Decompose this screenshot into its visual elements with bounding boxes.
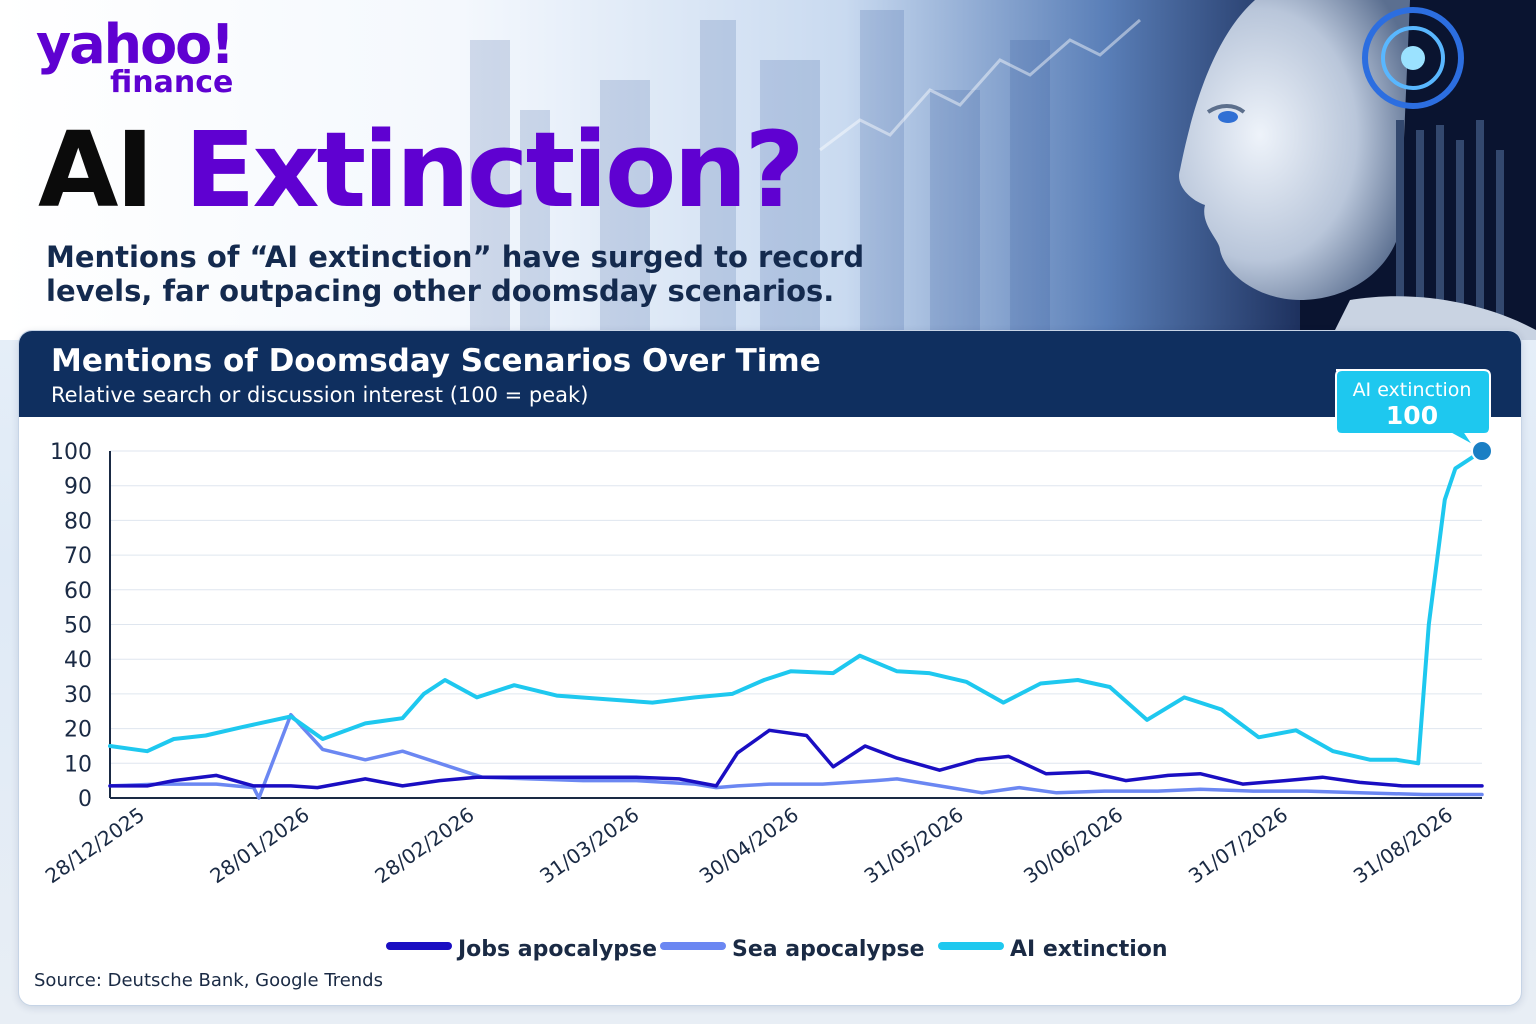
chart-card: Mentions of Doomsday Scenarios Over Time… [18, 330, 1522, 1006]
robot-head-illustration [1179, 0, 1536, 340]
yahoo-finance-logo: yahoo! finance [36, 13, 235, 100]
headline-extinction: Extinction? [184, 109, 804, 231]
logo-yahoo: yahoo! [36, 13, 235, 76]
headline-ai: AI [38, 109, 154, 231]
chart-header: Mentions of Doomsday Scenarios Over Time… [19, 331, 1521, 417]
logo-finance: finance [110, 65, 234, 100]
stock-line-decoration [819, 18, 1141, 152]
chart-title: Mentions of Doomsday Scenarios Over Time [51, 343, 821, 379]
chart-subtitle: Relative search or discussion interest (… [51, 383, 589, 407]
source-note: Source: Deutsche Bank, Google Trends [34, 970, 383, 991]
headline: AI Extinction? [38, 118, 805, 222]
subheadline: Mentions of “AI extinction” have surged … [46, 240, 865, 309]
